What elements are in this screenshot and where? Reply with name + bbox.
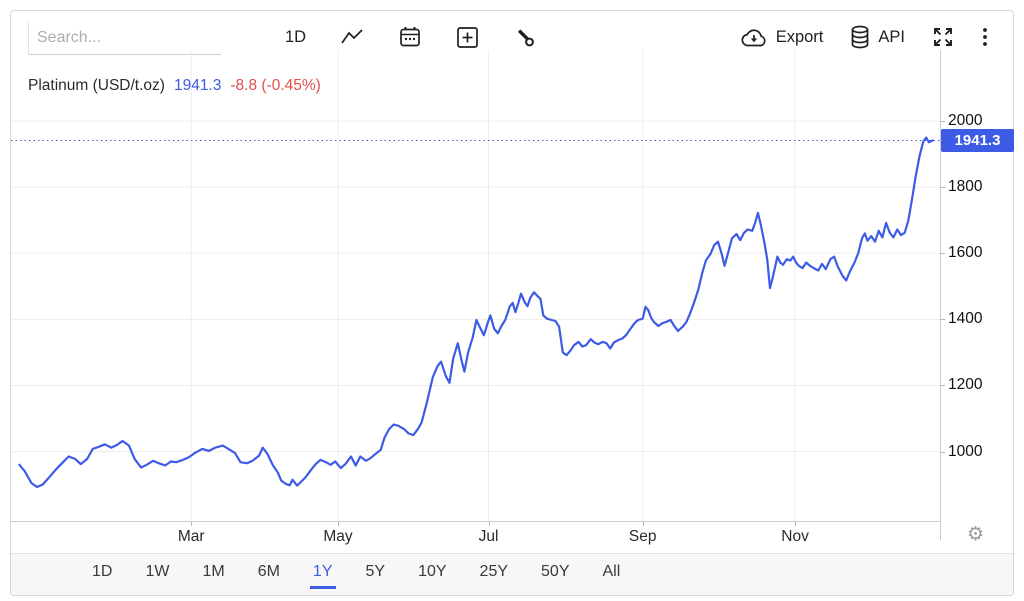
last-price-badge: 1941.3 <box>941 128 1014 152</box>
calendar-icon <box>400 27 420 47</box>
line-chart-icon <box>341 29 363 44</box>
database-icon <box>852 25 869 49</box>
tools-button[interactable] <box>513 26 536 49</box>
api-label: API <box>878 27 905 46</box>
toolbar-left: 1D <box>285 21 536 53</box>
chart-card: 1D <box>10 10 1014 596</box>
plus-square-icon <box>457 26 478 48</box>
price-change: -8.8 (-0.45%) <box>230 77 321 94</box>
range-option-25y[interactable]: 25Y <box>479 563 509 580</box>
search-input[interactable] <box>28 21 221 55</box>
y-tick-mark <box>940 121 945 123</box>
x-tick-mark <box>795 522 797 526</box>
api-button[interactable]: API <box>849 25 905 49</box>
range-option-5y[interactable]: 5Y <box>365 563 386 580</box>
toolbar-right: Export API <box>739 21 989 53</box>
range-option-all[interactable]: All <box>602 563 621 580</box>
y-tick-label: 1800 <box>948 178 983 196</box>
fullscreen-button[interactable] <box>931 25 955 49</box>
range-option-50y[interactable]: 50Y <box>541 563 570 580</box>
fullscreen-icon <box>934 28 952 46</box>
range-option-6m[interactable]: 6M <box>257 563 280 580</box>
instrument-name: Platinum (USD/t.oz) <box>28 77 165 94</box>
y-tick-label: 1600 <box>948 244 983 262</box>
range-option-1y[interactable]: 1Y <box>309 560 336 589</box>
export-button[interactable]: Export <box>739 27 824 48</box>
x-tick-label: Mar <box>177 528 205 545</box>
y-tick-mark <box>940 319 945 321</box>
wrench-icon <box>514 26 534 46</box>
date-range-button[interactable] <box>398 25 422 49</box>
x-tick-mark <box>338 522 339 526</box>
x-tick-label: May <box>323 528 353 545</box>
range-option-10y[interactable]: 10Y <box>418 563 447 580</box>
y-tick-label: 2000 <box>948 112 983 130</box>
kebab-menu-icon <box>983 28 987 46</box>
x-tick-mark <box>488 522 490 526</box>
price-chart[interactable] <box>11 50 940 521</box>
y-tick-mark <box>940 187 945 189</box>
interval-button[interactable]: 1D <box>285 27 307 46</box>
y-tick-mark <box>940 451 945 453</box>
range-option-1m[interactable]: 1M <box>202 563 225 580</box>
compare-add-button[interactable] <box>456 26 479 49</box>
range-option-1d[interactable]: 1D <box>92 563 113 580</box>
y-tick-label: 1000 <box>948 442 983 460</box>
x-tick-mark <box>642 522 644 526</box>
more-menu-button[interactable] <box>981 25 989 49</box>
range-selector: 1D 1W 1M 6M 1Y 5Y 10Y 25Y 50Y All <box>11 553 1013 595</box>
y-tick-mark <box>940 385 945 387</box>
chart-legend: Platinum (USD/t.oz) 1941.3 -8.8 (-0.45%) <box>28 77 321 95</box>
export-cloud-icon <box>741 28 766 46</box>
x-tick-label: Jul <box>478 528 499 545</box>
settings-gear-icon[interactable]: ⚙ <box>967 523 985 545</box>
x-tick-mark <box>191 522 193 526</box>
chart-type-button[interactable] <box>340 28 364 46</box>
y-tick-mark <box>940 253 945 255</box>
x-axis-line <box>11 521 940 522</box>
export-label: Export <box>775 27 824 46</box>
last-price-value: 1941.3 <box>173 77 222 94</box>
y-tick-label: 1400 <box>948 310 983 328</box>
x-tick-label: Nov <box>781 528 809 545</box>
y-tick-label: 1200 <box>948 376 983 394</box>
y-axis-line <box>940 50 941 540</box>
range-option-1w[interactable]: 1W <box>145 563 170 580</box>
x-tick-label: Sep <box>628 528 657 545</box>
